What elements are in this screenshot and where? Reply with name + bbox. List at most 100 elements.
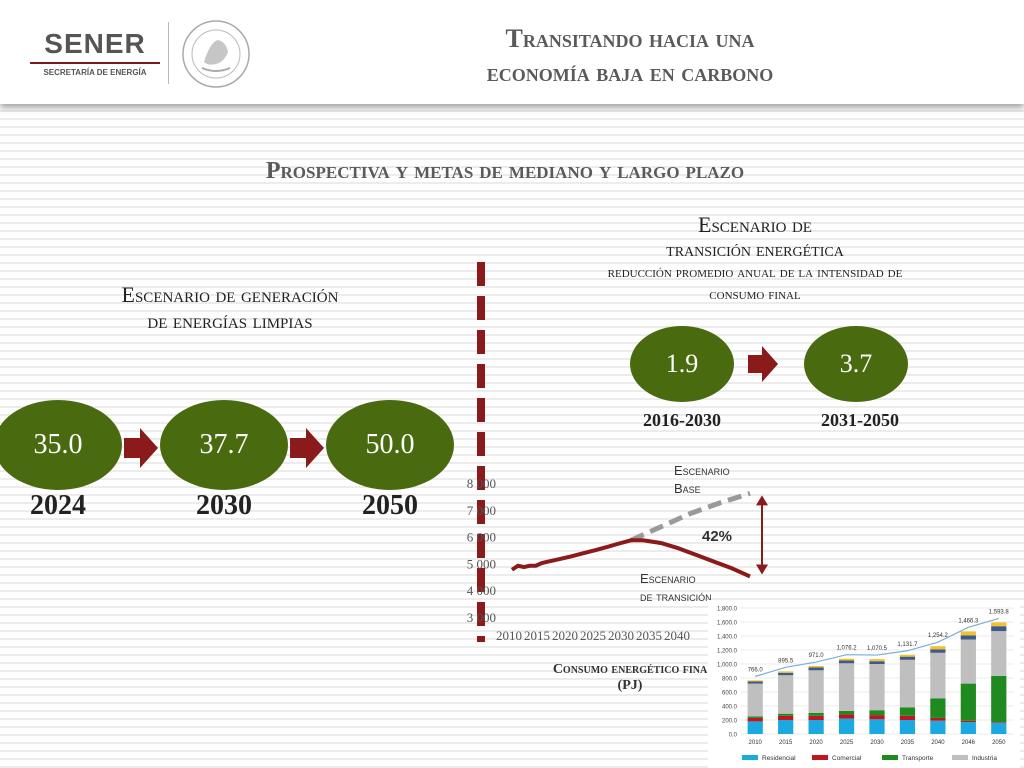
bar-segment-residencial: [869, 719, 885, 734]
x-tick-label: 2050: [992, 740, 1006, 746]
x-tick-label: 2040: [664, 628, 690, 643]
bar-total-label: 1,131.7: [897, 642, 918, 648]
transition-heading-line-4: consumo final: [709, 286, 801, 303]
bar-segment-other: [778, 672, 794, 676]
y-tick-label: 0.0: [729, 733, 738, 739]
bar-segment-transporte: [899, 707, 916, 716]
transition-heading: Escenario de transición energética reduc…: [520, 212, 990, 306]
y-tick-label: 6 000: [467, 530, 496, 545]
bar-total-label: 1,254.2: [928, 633, 949, 639]
legend-swatch: [812, 755, 828, 760]
legend-label: Transporte: [902, 755, 934, 762]
bar-segment-other-top: [747, 680, 763, 682]
bar-segment-other: [991, 626, 1007, 632]
bar-segment-transporte: [960, 683, 976, 721]
x-tick-label: 2035: [636, 628, 662, 643]
clean-energy-heading: Escenario de generación de energías limp…: [60, 282, 400, 334]
bar-segment-other-top: [899, 654, 916, 657]
bar-segment-other: [869, 661, 885, 664]
x-tick-label: 2030: [870, 740, 884, 746]
bar-total-label: 1,076.2: [837, 646, 858, 652]
transition-scenario-label: Escenario de transición: [640, 570, 712, 606]
logo-separator: [168, 22, 169, 84]
y-tick-label: 200.0: [722, 719, 738, 725]
bar-segment-other: [899, 656, 916, 660]
clean-year-2030: 2030: [196, 490, 252, 521]
bar-segment-industria: [899, 659, 916, 708]
arrow-up-icon: [756, 495, 768, 506]
transition-value-oval-2016-2030: 1.9: [630, 326, 734, 402]
legend-swatch: [952, 755, 968, 760]
base-label-line-1: Escenario: [674, 463, 730, 478]
y-tick-label: 7 000: [467, 503, 496, 518]
bar-segment-industria: [960, 639, 976, 684]
logo-text: SENER: [44, 28, 146, 59]
transition-scenario-line: [510, 538, 751, 579]
caption-line-2: (PJ): [617, 678, 643, 693]
trans-label-line-2: de transición: [640, 589, 712, 604]
national-seal-icon: [182, 20, 250, 88]
x-tick-label: 2015: [779, 740, 793, 746]
bar-segment-comercial: [838, 714, 855, 719]
bar-segment-residencial: [778, 720, 794, 734]
bar-total-label: 1,466.3: [958, 618, 979, 624]
bar-total-label: 766.0: [748, 667, 764, 673]
bar-segment-transporte: [869, 710, 885, 716]
bar-segment-other: [808, 667, 824, 671]
arrow-right-icon: [748, 346, 778, 382]
trans-label-line-1: Escenario: [640, 571, 696, 586]
y-tick-label: 800.0: [722, 677, 738, 683]
bar-segment-other-top: [778, 671, 794, 673]
reduction-percent-label: 42%: [702, 528, 733, 545]
bar-segment-other: [838, 660, 855, 664]
bar-segment-comercial: [960, 720, 976, 723]
transition-period-1: 2016-2030: [643, 410, 721, 430]
x-tick-label: 2010: [496, 628, 522, 643]
bar-segment-other-top: [808, 666, 824, 668]
y-tick-label: 3 000: [467, 610, 496, 625]
x-tick-label: 2025: [580, 628, 606, 643]
caption-line-1: Consumo energético fina: [552, 662, 708, 677]
base-scenario-label: Escenario Base: [674, 462, 730, 498]
arrow-right-icon: [290, 428, 324, 468]
bar-segment-industria: [838, 663, 855, 711]
bar-segment-industria: [991, 631, 1007, 676]
transition-period-2: 2031-2050: [821, 410, 899, 430]
bar-segment-transporte: [930, 698, 946, 718]
bar-total-label: 895.5: [778, 658, 794, 664]
clean-value-oval-2030: 37.7: [160, 400, 288, 490]
line-chart-caption: Consumo energético fina (PJ): [520, 662, 740, 694]
bar-total-label: 1,070.5: [867, 646, 888, 652]
bar-segment-other: [930, 649, 946, 653]
dashed-divider: [477, 262, 485, 642]
bar-segment-residencial: [808, 720, 824, 734]
clean-heading-line-1: Escenario de generación: [121, 282, 339, 307]
bar-segment-transporte: [838, 710, 855, 715]
bar-segment-comercial: [808, 715, 824, 720]
legend-label: Comercial: [832, 755, 862, 762]
x-tick-label: 2035: [901, 740, 915, 746]
transition-value-oval-2031-2050: 3.7: [804, 326, 908, 402]
bar-segment-comercial: [899, 715, 916, 720]
legend-swatch: [882, 755, 898, 760]
bar-segment-transporte: [808, 713, 824, 716]
bar-segment-industria: [747, 683, 763, 717]
x-tick-label: 2025: [840, 740, 854, 746]
page-title: Transitando hacia una economía baja en c…: [330, 22, 930, 90]
transition-heading-line-3: reducción promedio anual de la intensida…: [607, 264, 903, 281]
x-tick-label: 2015: [524, 628, 550, 643]
bar-segment-other-top: [838, 658, 855, 661]
logo-subtext: SECRETARÍA DE ENERGÍA: [43, 68, 147, 77]
y-tick-label: 600.0: [722, 691, 738, 697]
bar-segment-comercial: [778, 715, 794, 720]
bar-segment-comercial: [747, 717, 763, 722]
bar-segment-residencial: [960, 722, 976, 734]
total-trend-line: [755, 617, 999, 677]
legend-label: Residencial: [762, 755, 796, 762]
bar-segment-other-top: [991, 622, 1007, 627]
bar-segment-comercial: [991, 722, 1007, 723]
bar-segment-residencial: [747, 721, 763, 734]
bar-total-label: 971.0: [809, 653, 825, 659]
y-tick-label: 1,600.0: [717, 621, 738, 627]
